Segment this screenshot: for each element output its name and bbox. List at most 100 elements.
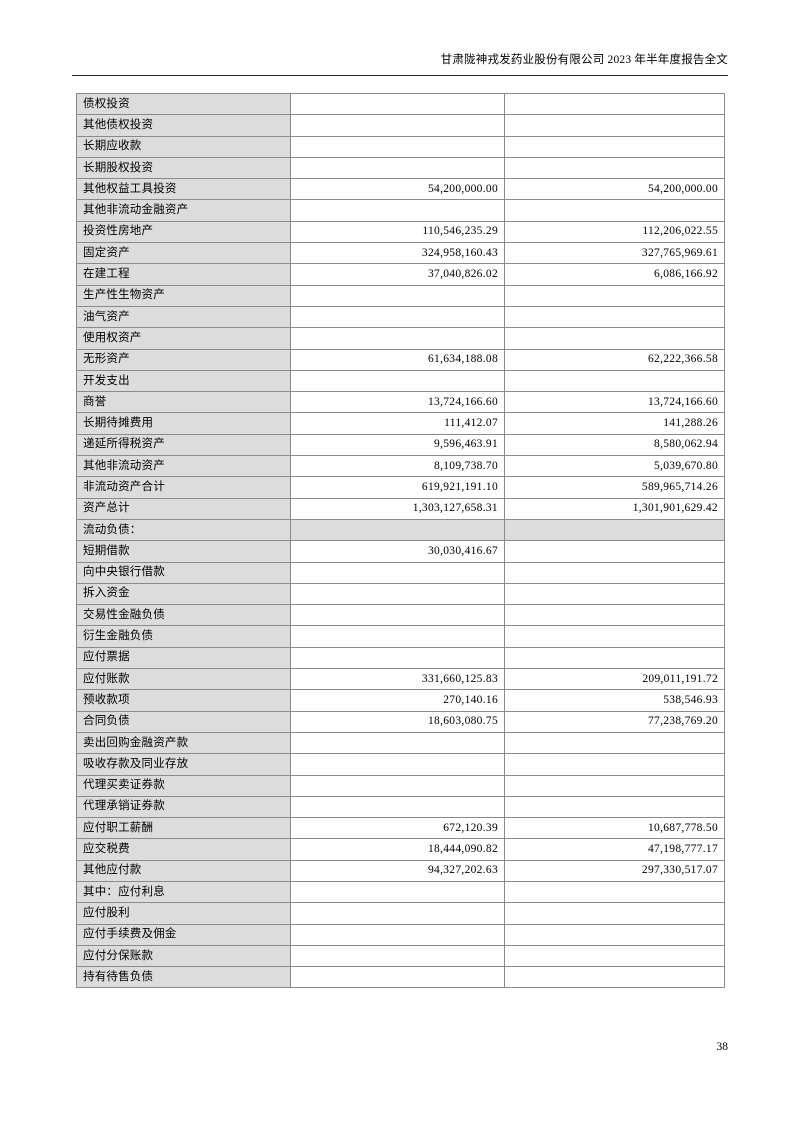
row-value-period-begin bbox=[504, 305, 725, 329]
table-row: 非流动资产合计 619,921,191.10 589,965,714.26 bbox=[76, 476, 725, 499]
row-value-period-begin: 5,039,670.80 bbox=[504, 455, 725, 478]
page-number: 38 bbox=[716, 1041, 729, 1053]
row-label: 债权投资 bbox=[76, 92, 291, 116]
row-value-period-end: 9,596,463.91 bbox=[290, 433, 505, 457]
row-value-period-begin bbox=[504, 774, 725, 797]
row-value-period-end: 110,546,235.29 bbox=[290, 220, 505, 244]
row-label: 无形资产 bbox=[76, 348, 291, 371]
row-value-period-end bbox=[290, 966, 505, 989]
row-label: 非流动资产合计 bbox=[76, 476, 291, 499]
row-value-period-begin: 1,301,901,629.42 bbox=[504, 497, 725, 520]
table-row: 无形资产 61,634,188.08 62,222,366.58 bbox=[76, 348, 725, 371]
row-value-period-begin: 538,546.93 bbox=[504, 689, 725, 712]
row-label: 应付股利 bbox=[76, 902, 291, 925]
row-value-period-begin bbox=[504, 92, 725, 116]
table-row: 债权投资 bbox=[76, 92, 725, 116]
row-label: 其中：应付利息 bbox=[76, 880, 291, 904]
row-label: 短期借款 bbox=[76, 540, 291, 563]
table-row: 应付账款 331,660,125.83 209,011,191.72 bbox=[76, 668, 725, 691]
row-value-period-begin bbox=[504, 625, 725, 648]
table-row: 油气资产 bbox=[76, 305, 725, 329]
row-label: 使用权资产 bbox=[76, 327, 291, 350]
table-row: 短期借款 30,030,416.67 bbox=[76, 540, 725, 563]
row-label: 向中央银行借款 bbox=[76, 561, 291, 584]
table-row: 卖出回购金融资产款 bbox=[76, 731, 725, 755]
row-label: 长期股权投资 bbox=[76, 156, 291, 180]
row-value-period-begin: 327,765,969.61 bbox=[504, 242, 725, 265]
row-value-period-begin bbox=[504, 753, 725, 776]
table-row: 其他非流动资产 8,109,738.70 5,039,670.80 bbox=[76, 455, 725, 478]
table-row: 向中央银行借款 bbox=[76, 561, 725, 584]
row-value-period-end bbox=[290, 774, 505, 797]
row-value-period-end bbox=[290, 795, 505, 819]
row-value-period-end bbox=[290, 944, 505, 968]
row-label: 拆入资金 bbox=[76, 582, 291, 606]
header-rule bbox=[72, 75, 728, 76]
row-value-period-begin bbox=[504, 923, 725, 946]
row-label: 其他非流动金融资产 bbox=[76, 199, 291, 222]
row-value-period-begin bbox=[504, 540, 725, 563]
row-label: 卖出回购金融资产款 bbox=[76, 731, 291, 755]
table-row: 代理承销证券款 bbox=[76, 795, 725, 819]
row-label: 代理买卖证券款 bbox=[76, 774, 291, 797]
table-row: 递延所得税资产 9,596,463.91 8,580,062.94 bbox=[76, 433, 725, 457]
row-value-period-end bbox=[290, 604, 505, 627]
row-value-period-begin bbox=[504, 604, 725, 627]
table-row: 其他应付款 94,327,202.63 297,330,517.07 bbox=[76, 859, 725, 882]
table-row: 其他非流动金融资产 bbox=[76, 199, 725, 222]
row-value-period-begin bbox=[504, 369, 725, 393]
row-label: 交易性金融负债 bbox=[76, 604, 291, 627]
row-label: 衍生金融负债 bbox=[76, 625, 291, 648]
table-row: 其他权益工具投资 54,200,000.00 54,200,000.00 bbox=[76, 178, 725, 201]
row-value-period-end: 54,200,000.00 bbox=[290, 178, 505, 201]
table-row: 应付股利 bbox=[76, 902, 725, 925]
table-row: 长期待摊费用 111,412.07 141,288.26 bbox=[76, 412, 725, 435]
row-value-period-begin bbox=[504, 518, 725, 542]
row-label: 其他权益工具投资 bbox=[76, 178, 291, 201]
row-value-period-end bbox=[290, 518, 505, 542]
row-value-period-end: 30,030,416.67 bbox=[290, 540, 505, 563]
row-label: 商誉 bbox=[76, 391, 291, 414]
row-value-period-end bbox=[290, 369, 505, 393]
balance-sheet-table-container: 债权投资 其他债权投资 长期应收款 长期股权投资 其他权益工具投资 54,200,000.… bbox=[76, 92, 725, 989]
table-row: 生产性生物资产 bbox=[76, 284, 725, 307]
table-row: 投资性房地产 110,546,235.29 112,206,022.55 bbox=[76, 220, 725, 244]
row-value-period-end: 37,040,826.02 bbox=[290, 263, 505, 286]
table-row: 其他债权投资 bbox=[76, 114, 725, 137]
table-row: 持有待售负债 bbox=[76, 966, 725, 989]
balance-sheet-body: 债权投资 其他债权投资 长期应收款 长期股权投资 其他权益工具投资 54,200,000.… bbox=[76, 92, 725, 989]
row-value-period-end: 619,921,191.10 bbox=[290, 476, 505, 499]
table-row: 预收款项 270,140.16 538,546.93 bbox=[76, 689, 725, 712]
table-row: 固定资产 324,958,160.43 327,765,969.61 bbox=[76, 242, 725, 265]
row-value-period-end: 8,109,738.70 bbox=[290, 455, 505, 478]
row-label: 应付分保账款 bbox=[76, 944, 291, 968]
row-label: 生产性生物资产 bbox=[76, 284, 291, 307]
row-label: 长期待摊费用 bbox=[76, 412, 291, 435]
row-label: 油气资产 bbox=[76, 305, 291, 329]
row-value-period-end bbox=[290, 923, 505, 946]
row-value-period-begin bbox=[504, 156, 725, 180]
row-label: 投资性房地产 bbox=[76, 220, 291, 244]
row-value-period-begin: 10,687,778.50 bbox=[504, 817, 725, 840]
table-row: 衍生金融负债 bbox=[76, 625, 725, 648]
table-row: 吸收存款及同业存放 bbox=[76, 753, 725, 776]
row-label: 资产总计 bbox=[76, 497, 291, 520]
row-value-period-begin bbox=[504, 944, 725, 968]
table-row: 应付手续费及佣金 bbox=[76, 923, 725, 946]
table-row: 代理买卖证券款 bbox=[76, 774, 725, 797]
row-value-period-begin bbox=[504, 561, 725, 584]
table-row: 应付票据 bbox=[76, 646, 725, 670]
row-label: 其他债权投资 bbox=[76, 114, 291, 137]
row-value-period-end bbox=[290, 156, 505, 180]
row-label: 开发支出 bbox=[76, 369, 291, 393]
table-row: 拆入资金 bbox=[76, 582, 725, 606]
row-value-period-begin: 112,206,022.55 bbox=[504, 220, 725, 244]
row-label: 合同负债 bbox=[76, 710, 291, 733]
table-row: 其中：应付利息 bbox=[76, 880, 725, 904]
row-label: 长期应收款 bbox=[76, 135, 291, 158]
row-label: 应交税费 bbox=[76, 838, 291, 861]
table-row: 长期应收款 bbox=[76, 135, 725, 158]
row-value-period-begin bbox=[504, 135, 725, 158]
row-value-period-end bbox=[290, 880, 505, 904]
row-label: 固定资产 bbox=[76, 242, 291, 265]
